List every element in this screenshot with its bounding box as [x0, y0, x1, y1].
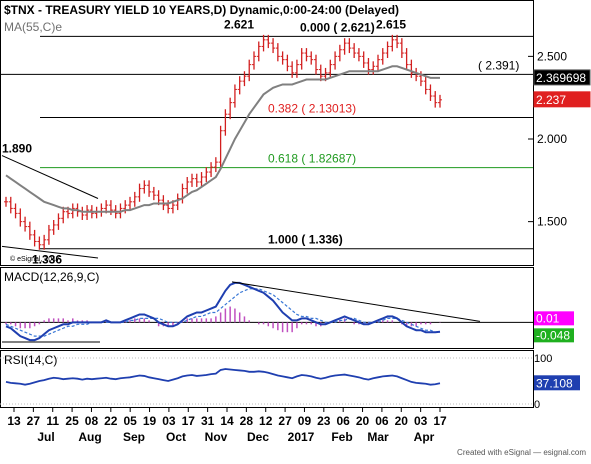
x-tick-label: 14: [220, 414, 234, 428]
x-tick-label: 13: [7, 414, 21, 428]
ma-line: [5, 65, 440, 213]
x-month-label: Jul: [37, 430, 54, 444]
rsi-tick-label: 100: [534, 353, 552, 365]
price-panel: [0, 0, 534, 266]
macd-value-badge: [534, 311, 574, 326]
x-tick-label: 25: [65, 414, 79, 428]
x-month-label: Oct: [166, 430, 186, 444]
x-tick-label: 06: [375, 414, 389, 428]
x-month-label: 2017: [288, 430, 315, 444]
price-tick-label: 1.500: [537, 215, 567, 229]
trend-line: [1, 155, 99, 199]
x-tick-label: 11: [46, 414, 59, 428]
macd-value-text: -0.048: [536, 328, 570, 342]
fib-level-label: 0.618 ( 1.82687): [268, 152, 356, 166]
x-tick-label: 17: [182, 414, 196, 428]
x-month-label: Mar: [367, 430, 389, 444]
x-month-label: Feb: [331, 430, 352, 444]
x-tick-label: 03: [162, 414, 176, 428]
x-tick-label: 08: [85, 414, 99, 428]
macd-trend-line: [231, 281, 481, 322]
x-tick-label: 12: [259, 414, 273, 428]
macd-signal-line: [5, 288, 440, 337]
macd-value-text: 0.01: [536, 311, 560, 325]
x-tick-label: 22: [104, 414, 118, 428]
x-tick-label: 27: [278, 414, 292, 428]
x-tick-label: 19: [143, 414, 157, 428]
fib-level-label: ( 2.391): [478, 58, 519, 72]
x-tick-label: 20: [356, 414, 370, 428]
x-month-label: Nov: [205, 430, 228, 444]
fib-level-label: 1.000 ( 1.336): [268, 233, 343, 247]
x-tick-label: 31: [201, 414, 215, 428]
rsi-title: RSI(14,C): [4, 353, 57, 367]
x-month-label: Sep: [123, 430, 145, 444]
last-value-badge: [533, 69, 591, 86]
price-annotation: 2.621: [224, 17, 254, 31]
macd-line: [5, 281, 441, 342]
x-month-label: Apr: [414, 430, 435, 444]
macd-title: MACD(12,26,9,C): [4, 270, 99, 284]
last-value-badge: [533, 91, 591, 108]
x-tick-label: 20: [395, 414, 409, 428]
x-tick-label: 03: [414, 414, 428, 428]
x-tick-label: 05: [124, 414, 138, 428]
price-annotation: 2.615: [376, 17, 406, 31]
price-annotation: 1.336: [32, 253, 62, 267]
x-tick-label: 23: [317, 414, 331, 428]
macd-panel: [0, 267, 534, 349]
trend-line: [1, 245, 99, 259]
x-tick-label: 06: [337, 414, 351, 428]
watermark: © eSignal, 2017: [10, 255, 60, 263]
x-month-label: Aug: [78, 430, 101, 444]
rsi-value-text: 37.108: [536, 376, 573, 390]
x-tick-label: 09: [298, 414, 312, 428]
footer-credit: Created with eSignal — esignal.com: [457, 448, 586, 457]
ma-legend: MA(55,C)e: [4, 20, 62, 34]
x-month-label: Dec: [247, 430, 269, 444]
x-tick-label: 17: [433, 414, 447, 428]
rsi-line: [5, 368, 441, 386]
fib-level-label: 0.000 ( 2.621): [300, 20, 375, 34]
fib-level-label: 0.382 ( 2.13013): [268, 101, 356, 115]
last-value-text: 2.237: [536, 93, 566, 107]
price-annotation: 1.890: [2, 142, 32, 156]
macd-value-badge: [534, 328, 574, 343]
x-tick-label: 27: [27, 414, 41, 428]
x-tick-label: 28: [240, 414, 254, 428]
last-value-text: 2.369698: [536, 71, 586, 85]
rsi-tick-label: 0: [534, 399, 540, 411]
chart-title: $TNX - TREASURY YIELD 10 YEARS,D) Dynami…: [4, 3, 399, 17]
price-tick-label: 2.500: [537, 49, 567, 63]
price-tick-label: 2.000: [537, 132, 567, 146]
rsi-value-badge: [534, 375, 580, 391]
